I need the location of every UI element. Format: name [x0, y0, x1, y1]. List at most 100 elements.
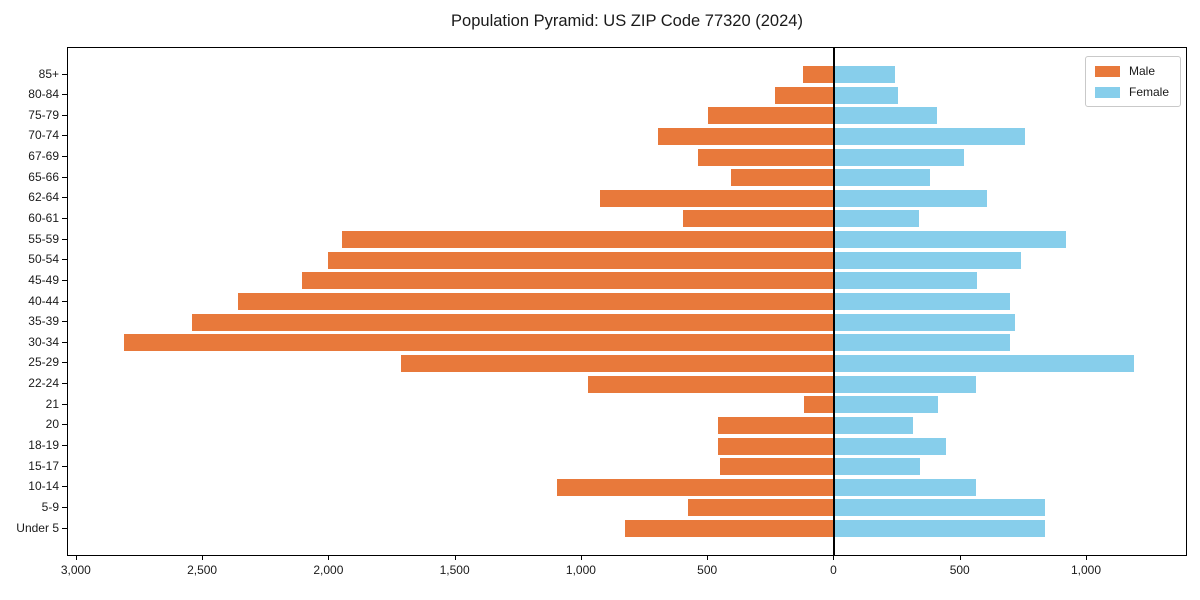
male-bar-40-44 [238, 293, 835, 311]
ytick-label-80-84: 80-84 [28, 87, 59, 102]
male-bar-75-79 [708, 107, 835, 125]
male-bar-25-29 [401, 354, 835, 372]
male-bar-22-24 [588, 375, 835, 393]
legend-swatch-icon [1094, 86, 1120, 98]
xtick-label-3,000: 3,000 [60, 563, 91, 577]
xtick-mark [1085, 556, 1087, 560]
female-bar-Under 5 [834, 520, 1046, 538]
female-bar-25-29 [834, 354, 1134, 372]
ytick-label-21: 21 [45, 396, 59, 411]
plot-area: Male Female [67, 47, 1187, 556]
female-bar-40-44 [834, 293, 1010, 311]
female-bar-62-64 [834, 189, 988, 207]
female-bar-21 [834, 396, 938, 414]
ytick-mark [62, 259, 67, 261]
ytick-mark [62, 445, 67, 447]
ytick-label-75-79: 75-79 [28, 107, 59, 122]
xtick-label-1,500: 1,500 [439, 563, 470, 577]
female-bar-15-17 [834, 458, 921, 476]
male-bar-60-61 [682, 210, 835, 228]
ytick-mark [62, 341, 67, 343]
ytick-label-55-59: 55-59 [28, 231, 59, 246]
ytick-mark [62, 73, 67, 75]
male-bar-62-64 [599, 189, 835, 207]
ytick-label-22-24: 22-24 [28, 376, 59, 391]
ytick-mark [62, 238, 67, 240]
ytick-mark [62, 156, 67, 158]
xtick-mark [75, 556, 77, 560]
female-bar-85+ [834, 66, 896, 83]
male-bar-Under 5 [624, 520, 835, 538]
female-bar-30-34 [834, 334, 1010, 352]
ytick-mark [62, 362, 67, 364]
ytick-label-Under 5: Under 5 [16, 520, 59, 535]
xtick-label-500: 500 [949, 563, 970, 577]
female-bar-80-84 [834, 86, 898, 104]
xtick-mark [328, 556, 330, 560]
ytick-label-50-54: 50-54 [28, 252, 59, 267]
ytick-label-15-17: 15-17 [28, 458, 59, 473]
ytick-label-40-44: 40-44 [28, 293, 59, 308]
ytick-mark [62, 424, 67, 426]
legend-label: Female [1128, 85, 1169, 99]
female-bar-75-79 [834, 107, 937, 125]
female-bar-50-54 [834, 251, 1022, 269]
male-bar-70-74 [657, 127, 835, 145]
ytick-label-67-69: 67-69 [28, 149, 59, 164]
legend-item-male: Male [1094, 64, 1169, 78]
ytick-mark [62, 506, 67, 508]
female-bar-20 [834, 416, 913, 434]
ytick-mark [62, 527, 67, 529]
male-bar-67-69 [698, 148, 835, 166]
male-bar-20 [718, 416, 835, 434]
ytick-mark [62, 217, 67, 219]
ytick-mark [62, 383, 67, 385]
female-bar-70-74 [834, 127, 1026, 145]
male-bar-10-14 [556, 478, 835, 496]
zero-axis-line [833, 48, 836, 555]
xtick-label-500: 500 [697, 563, 718, 577]
male-bar-21 [804, 396, 835, 414]
female-bar-18-19 [834, 437, 946, 455]
male-bar-30-34 [123, 334, 835, 352]
ytick-mark [62, 321, 67, 323]
female-bar-5-9 [834, 499, 1046, 517]
xtick-mark [202, 556, 204, 560]
bars-layer [68, 48, 1186, 555]
male-bar-55-59 [342, 231, 835, 249]
male-bar-35-39 [191, 313, 835, 331]
ytick-label-30-34: 30-34 [28, 334, 59, 349]
female-bar-45-49 [834, 272, 978, 290]
female-bar-22-24 [834, 375, 976, 393]
ytick-mark [62, 403, 67, 405]
xtick-mark [707, 556, 709, 560]
ytick-label-45-49: 45-49 [28, 272, 59, 287]
ytick-mark [62, 279, 67, 281]
female-bar-55-59 [834, 231, 1066, 249]
ytick-mark [62, 114, 67, 116]
female-bar-67-69 [834, 148, 965, 166]
ytick-label-20: 20 [45, 417, 59, 432]
xtick-label-2,000: 2,000 [313, 563, 344, 577]
ytick-label-25-29: 25-29 [28, 355, 59, 370]
xtick-mark [454, 556, 456, 560]
legend-item-female: Female [1094, 85, 1169, 99]
ytick-label-65-66: 65-66 [28, 169, 59, 184]
ytick-mark [62, 176, 67, 178]
female-bar-65-66 [834, 169, 931, 187]
ytick-mark [62, 486, 67, 488]
ytick-mark [62, 94, 67, 96]
xtick-mark [833, 556, 835, 560]
xtick-label-2,500: 2,500 [187, 563, 218, 577]
legend: Male Female [1084, 56, 1181, 107]
xtick-label-1,000: 1,000 [565, 563, 596, 577]
ytick-mark [62, 135, 67, 137]
ytick-label-70-74: 70-74 [28, 128, 59, 143]
legend-label: Male [1128, 64, 1155, 78]
male-bar-80-84 [775, 86, 835, 104]
male-bar-65-66 [730, 169, 835, 187]
ytick-label-85+: 85+ [38, 66, 59, 81]
ytick-mark [62, 465, 67, 467]
male-bar-15-17 [719, 458, 835, 476]
